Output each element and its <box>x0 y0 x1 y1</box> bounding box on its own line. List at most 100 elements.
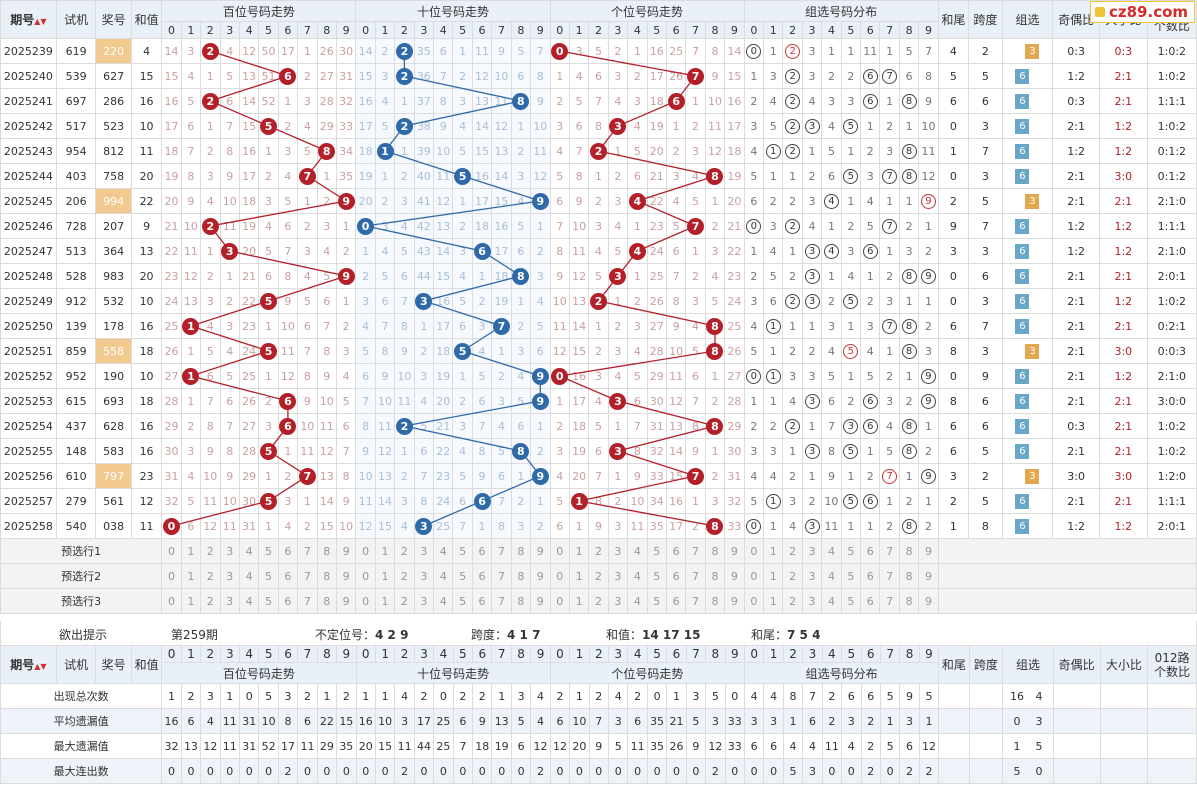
preselect-digit[interactable]: 8 <box>510 538 532 564</box>
preselect-digit[interactable]: 1 <box>180 588 202 614</box>
preselect-digit[interactable]: 7 <box>685 563 706 589</box>
preselect-digit[interactable]: 9 <box>335 538 357 564</box>
preselect-digit[interactable]: 9 <box>724 588 745 614</box>
preselect-digit[interactable]: 2 <box>394 538 415 564</box>
preselect-digit[interactable]: 5 <box>258 538 279 564</box>
preselect-digit[interactable]: 9 <box>724 563 745 589</box>
preselect-digit[interactable]: 3 <box>219 563 240 589</box>
preselect-digit[interactable]: 1 <box>763 588 784 614</box>
sort-icon[interactable]: ▲▼ <box>34 662 47 671</box>
preselect-digit[interactable]: 9 <box>918 563 939 589</box>
preselect-digit[interactable]: 9 <box>530 538 551 564</box>
preselect-digit[interactable]: 7 <box>297 588 318 614</box>
preselect-digit[interactable]: 8 <box>510 563 532 589</box>
preselect-digit[interactable]: 4 <box>433 588 454 614</box>
preselect-digit[interactable]: 4 <box>821 538 842 564</box>
preselect-digit[interactable]: 0 <box>355 563 376 589</box>
preselect-digit[interactable]: 6 <box>860 563 881 589</box>
preselect-digit[interactable]: 8 <box>316 563 337 589</box>
preselect-digit[interactable]: 8 <box>316 588 337 614</box>
preselect-digit[interactable]: 7 <box>685 588 706 614</box>
preselect-digit[interactable]: 0 <box>549 563 570 589</box>
preselect-digit[interactable]: 3 <box>801 563 823 589</box>
preselect-digit[interactable]: 7 <box>491 588 512 614</box>
preselect-digit[interactable]: 2 <box>782 588 803 614</box>
preselect-digit[interactable]: 3 <box>219 588 240 614</box>
col-issue[interactable]: 期号▲▼ <box>0 0 57 39</box>
preselect-digit[interactable]: 5 <box>258 563 279 589</box>
preselect-digit[interactable]: 4 <box>238 563 260 589</box>
preselect-digit[interactable]: 4 <box>238 588 260 614</box>
preselect-digit[interactable]: 0 <box>161 588 182 614</box>
preselect-digit[interactable]: 7 <box>879 538 900 564</box>
preselect-digit[interactable]: 1 <box>763 538 784 564</box>
preselect-digit[interactable]: 1 <box>180 563 202 589</box>
preselect-digit[interactable]: 6 <box>665 538 687 564</box>
preselect-digit[interactable]: 7 <box>491 538 512 564</box>
preselect-digit[interactable]: 1 <box>374 538 396 564</box>
col-issue[interactable]: 期号▲▼ <box>0 645 57 684</box>
preselect-digit[interactable]: 6 <box>665 563 687 589</box>
preselect-digit[interactable]: 3 <box>801 538 823 564</box>
preselect-digit[interactable]: 6 <box>860 588 881 614</box>
preselect-digit[interactable]: 6 <box>471 588 493 614</box>
preselect-digit[interactable]: 7 <box>297 563 318 589</box>
preselect-digit[interactable]: 9 <box>335 563 357 589</box>
preselect-digit[interactable]: 8 <box>316 538 337 564</box>
preselect-digit[interactable]: 3 <box>607 538 629 564</box>
preselect-digit[interactable]: 9 <box>918 588 939 614</box>
preselect-digit[interactable]: 6 <box>277 563 299 589</box>
preselect-digit[interactable]: 3 <box>801 588 823 614</box>
preselect-digit[interactable]: 5 <box>840 588 862 614</box>
preselect-digit[interactable]: 1 <box>568 538 590 564</box>
preselect-digit[interactable]: 2 <box>200 563 221 589</box>
preselect-digit[interactable]: 2 <box>394 563 415 589</box>
preselect-digit[interactable]: 8 <box>510 588 532 614</box>
preselect-digit[interactable]: 1 <box>763 563 784 589</box>
preselect-digit[interactable]: 0 <box>743 588 765 614</box>
preselect-digit[interactable]: 3 <box>607 563 629 589</box>
preselect-digit[interactable]: 2 <box>588 588 609 614</box>
preselect-digit[interactable]: 4 <box>821 588 842 614</box>
preselect-digit[interactable]: 5 <box>258 588 279 614</box>
preselect-digit[interactable]: 0 <box>743 563 765 589</box>
preselect-digit[interactable]: 0 <box>549 588 570 614</box>
preselect-digit[interactable]: 4 <box>238 538 260 564</box>
preselect-digit[interactable]: 2 <box>782 563 803 589</box>
preselect-digit[interactable]: 5 <box>452 538 473 564</box>
preselect-digit[interactable]: 4 <box>627 563 648 589</box>
preselect-digit[interactable]: 3 <box>413 563 435 589</box>
preselect-digit[interactable]: 6 <box>471 538 493 564</box>
preselect-digit[interactable]: 8 <box>898 538 920 564</box>
preselect-digit[interactable]: 9 <box>724 538 745 564</box>
preselect-digit[interactable]: 2 <box>394 588 415 614</box>
preselect-digit[interactable]: 1 <box>374 563 396 589</box>
preselect-digit[interactable]: 7 <box>297 538 318 564</box>
brand-logo[interactable]: cz89.com <box>1090 1 1195 23</box>
preselect-digit[interactable]: 5 <box>646 563 667 589</box>
preselect-digit[interactable]: 0 <box>355 538 376 564</box>
preselect-digit[interactable]: 7 <box>879 588 900 614</box>
preselect-digit[interactable]: 8 <box>898 563 920 589</box>
preselect-digit[interactable]: 8 <box>704 538 726 564</box>
preselect-digit[interactable]: 3 <box>413 538 435 564</box>
preselect-digit[interactable]: 0 <box>355 588 376 614</box>
preselect-digit[interactable]: 0 <box>743 538 765 564</box>
preselect-digit[interactable]: 8 <box>704 588 726 614</box>
preselect-digit[interactable]: 6 <box>471 563 493 589</box>
preselect-digit[interactable]: 4 <box>627 538 648 564</box>
preselect-digit[interactable]: 6 <box>860 538 881 564</box>
preselect-row[interactable]: 预选行3 0 1 2 3 4 5 6 7 8 9 0 1 2 3 4 5 6 7 8 9 0 1 2 3 4 5 6 7 8 9 0 1 2 3 4 5… <box>0 588 1197 614</box>
preselect-digit[interactable]: 5 <box>646 588 667 614</box>
preselect-digit[interactable]: 4 <box>627 588 648 614</box>
preselect-digit[interactable]: 1 <box>568 563 590 589</box>
preselect-digit[interactable]: 5 <box>452 563 473 589</box>
preselect-digit[interactable]: 4 <box>433 538 454 564</box>
preselect-digit[interactable]: 5 <box>840 538 862 564</box>
preselect-digit[interactable]: 5 <box>646 538 667 564</box>
preselect-digit[interactable]: 6 <box>277 588 299 614</box>
preselect-digit[interactable]: 1 <box>374 588 396 614</box>
preselect-digit[interactable]: 3 <box>219 538 240 564</box>
preselect-digit[interactable]: 2 <box>588 538 609 564</box>
preselect-digit[interactable]: 5 <box>452 588 473 614</box>
